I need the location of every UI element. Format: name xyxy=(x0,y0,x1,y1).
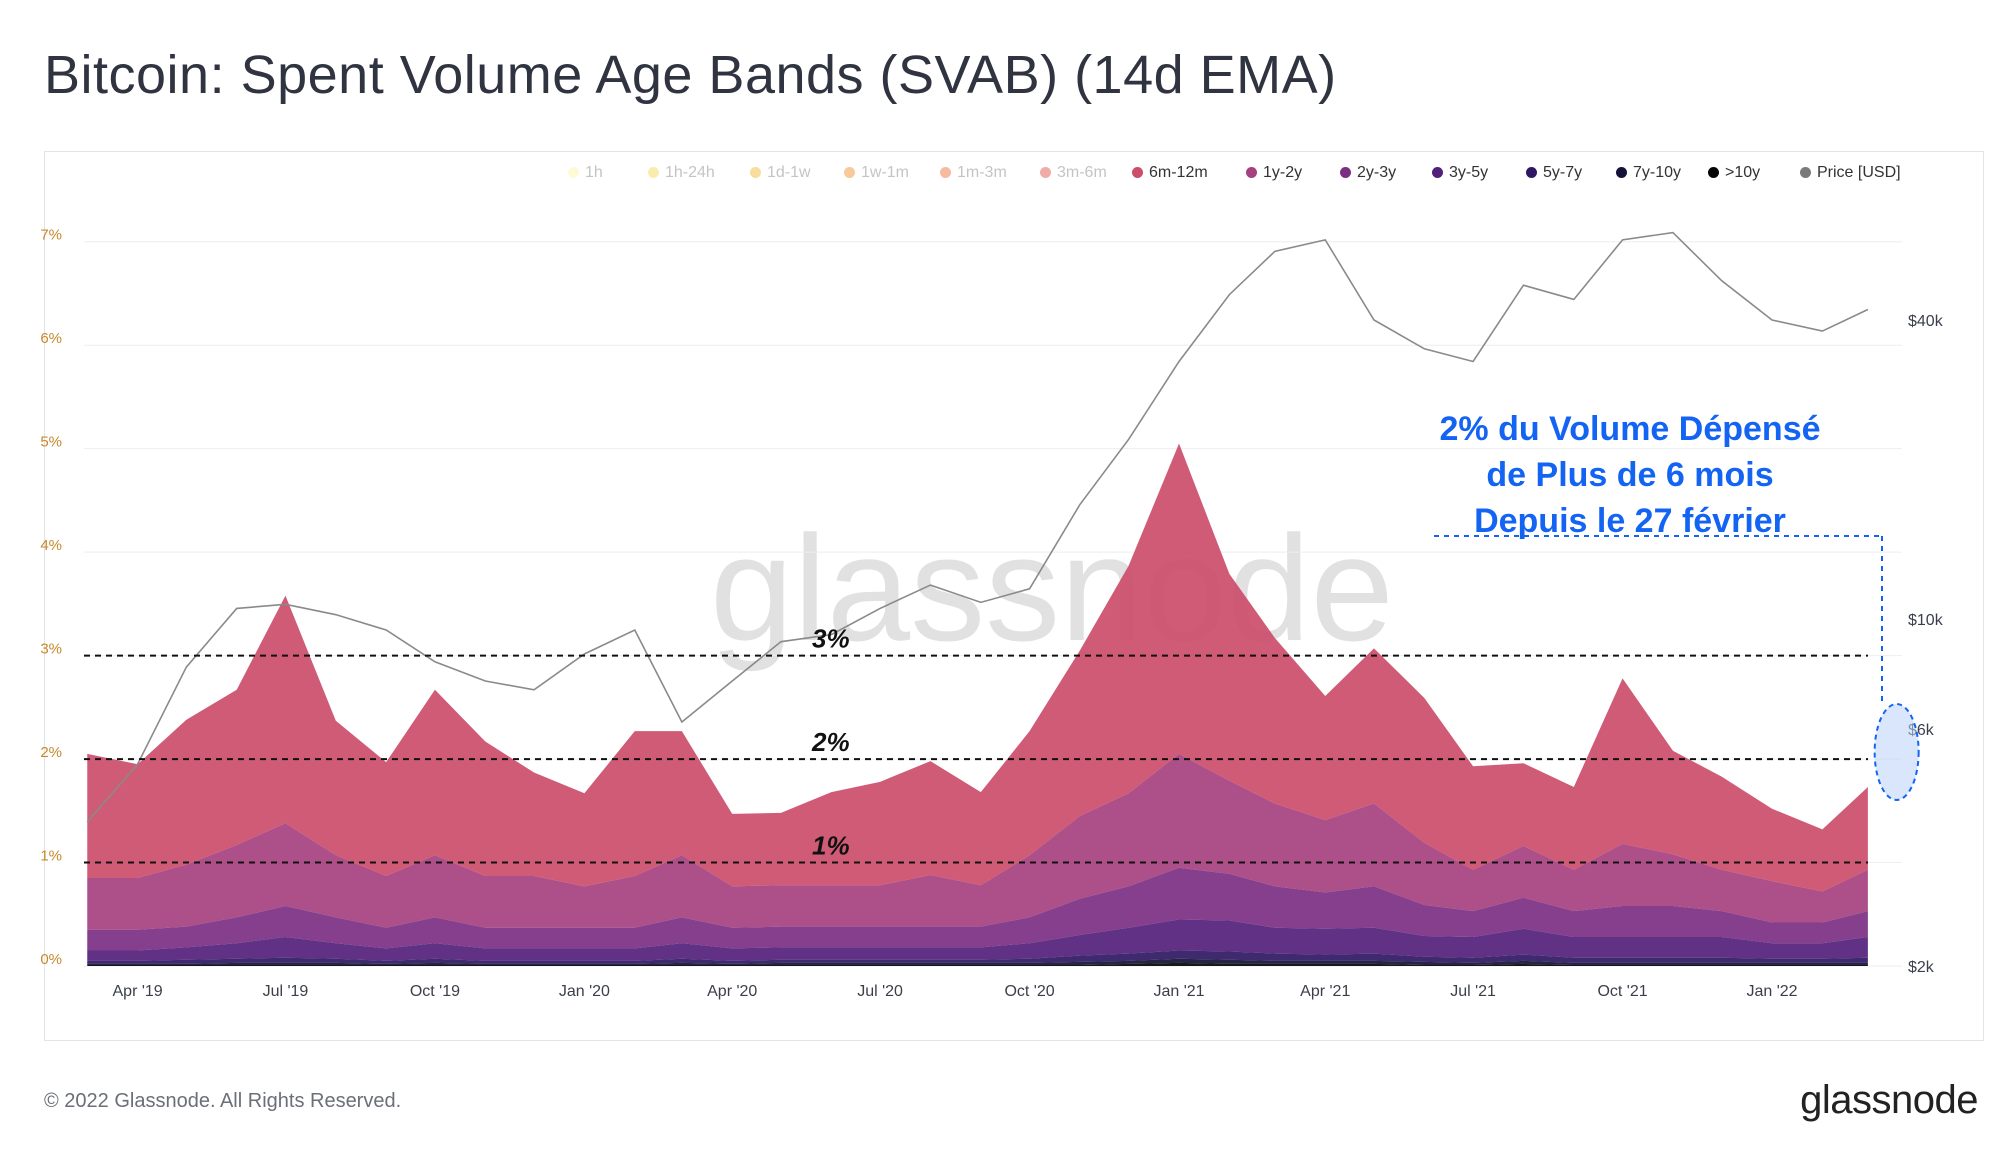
area-series-2y-3y xyxy=(87,867,1868,951)
legend-label: 3m-6m xyxy=(1057,164,1107,181)
legend-item-7y-10y[interactable]: 7y-10y xyxy=(1616,164,1681,182)
legend-dot-icon xyxy=(1040,167,1051,178)
y-tick-label: 0% xyxy=(40,951,62,968)
x-tick-label: Jan '21 xyxy=(1153,983,1204,1000)
y-tick-label: 5% xyxy=(40,434,62,451)
legend-dot-icon xyxy=(1708,167,1719,178)
legend-dot-icon xyxy=(1340,167,1351,178)
x-tick-label: Oct '19 xyxy=(410,983,460,1000)
legend-dot-icon xyxy=(750,167,761,178)
y-tick-label: 3% xyxy=(40,641,62,658)
annotation-line-2: de Plus de 6 mois xyxy=(1486,456,1774,494)
x-tick-label: Jul '21 xyxy=(1450,983,1496,1000)
price-tick-label: $2k xyxy=(1908,959,1935,976)
y-tick-label: 7% xyxy=(40,227,62,244)
y-tick-label: 4% xyxy=(40,537,62,554)
x-tick-label: Jan '22 xyxy=(1746,983,1797,1000)
reference-label: 1% xyxy=(812,831,850,861)
x-tick-label: Jul '19 xyxy=(263,983,309,1000)
reference-label: 2% xyxy=(811,727,850,757)
chart-panel xyxy=(44,151,1984,1041)
legend-dot-icon xyxy=(648,167,659,178)
legend-item-price-usd-[interactable]: Price [USD] xyxy=(1800,164,1901,182)
legend-label: 3y-5y xyxy=(1449,164,1489,181)
x-tick-label: Oct '20 xyxy=(1004,983,1054,1000)
legend-dot-icon xyxy=(1526,167,1537,178)
legend-item-1y-2y[interactable]: 1y-2y xyxy=(1246,164,1302,182)
y-tick-label: 2% xyxy=(40,744,62,761)
y-tick-label: 6% xyxy=(40,330,62,347)
legend-item--10y[interactable]: >10y xyxy=(1708,164,1760,182)
legend-label: 1h xyxy=(585,164,603,181)
legend-dot-icon xyxy=(940,167,951,178)
copyright-footer: © 2022 Glassnode. All Rights Reserved. xyxy=(44,1090,402,1112)
chart-legend: 1h 1h-24h 1d-1w 1w-1m 1m-3m 3m-6m 6m-12m 1y-2y 2… xyxy=(560,164,1950,190)
highlight-ellipse xyxy=(1873,703,1920,801)
price-line xyxy=(86,231,1869,823)
legend-label: >10y xyxy=(1725,164,1761,181)
legend-label: 1h-24h xyxy=(665,164,715,181)
area-series--10y xyxy=(87,962,1868,966)
price-tick-label: $10k xyxy=(1908,612,1944,629)
legend-label: 1y-2y xyxy=(1263,164,1303,181)
legend-dot-icon xyxy=(1800,167,1811,178)
legend-dot-icon xyxy=(1616,167,1627,178)
y-tick-label: 1% xyxy=(40,848,62,865)
legend-label: 2y-3y xyxy=(1357,164,1397,181)
x-tick-label: Apr '21 xyxy=(1300,983,1350,1000)
legend-item-1d-1w[interactable]: 1d-1w xyxy=(750,164,811,182)
annotation-text: 2% du Volume Dépensé de Plus de 6 mois D… xyxy=(1360,406,1900,544)
x-tick-label: Oct '21 xyxy=(1597,983,1647,1000)
legend-item-1w-1m[interactable]: 1w-1m xyxy=(844,164,909,182)
annotation-line-1: 2% du Volume Dépensé xyxy=(1439,410,1821,448)
legend-item-5y-7y[interactable]: 5y-7y xyxy=(1526,164,1582,182)
legend-label: 1w-1m xyxy=(861,164,910,181)
legend-dot-icon xyxy=(1246,167,1257,178)
legend-dot-icon xyxy=(1432,167,1443,178)
legend-label: 1m-3m xyxy=(957,164,1007,181)
reference-label: 3% xyxy=(812,624,850,654)
brand-logo: glassnode xyxy=(1800,1078,1978,1122)
legend-dot-icon xyxy=(844,167,855,178)
area-series-1y-2y xyxy=(87,753,1868,930)
area-series-6m-12m xyxy=(87,443,1868,892)
area-series-3y-5y xyxy=(87,919,1868,961)
page-title: Bitcoin: Spent Volume Age Bands (SVAB) (… xyxy=(44,45,1337,105)
legend-label: 7y-10y xyxy=(1633,164,1682,181)
legend-item-1m-3m[interactable]: 1m-3m xyxy=(940,164,1007,182)
x-tick-label: Jan '20 xyxy=(559,983,610,1000)
legend-label: 1d-1w xyxy=(767,164,811,181)
legend-label: 5y-7y xyxy=(1543,164,1583,181)
legend-item-1h-24h[interactable]: 1h-24h xyxy=(648,164,715,182)
legend-item-1h[interactable]: 1h xyxy=(568,164,603,182)
legend-dot-icon xyxy=(568,167,579,178)
x-tick-label: Apr '20 xyxy=(707,983,757,1000)
legend-item-6m-12m[interactable]: 6m-12m xyxy=(1132,164,1208,182)
legend-label: Price [USD] xyxy=(1817,164,1901,181)
legend-item-2y-3y[interactable]: 2y-3y xyxy=(1340,164,1396,182)
x-tick-label: Apr '19 xyxy=(113,983,163,1000)
annotation-line-3: Depuis le 27 février xyxy=(1474,502,1786,540)
price-tick-label: $40k xyxy=(1908,313,1944,330)
area-series-7y-10y xyxy=(87,958,1868,965)
legend-label: 6m-12m xyxy=(1149,164,1208,181)
x-tick-label: Jul '20 xyxy=(857,983,903,1000)
legend-dot-icon xyxy=(1132,167,1143,178)
legend-item-3m-6m[interactable]: 3m-6m xyxy=(1040,164,1107,182)
legend-item-3y-5y[interactable]: 3y-5y xyxy=(1432,164,1488,182)
area-series-5y-7y xyxy=(87,950,1868,964)
